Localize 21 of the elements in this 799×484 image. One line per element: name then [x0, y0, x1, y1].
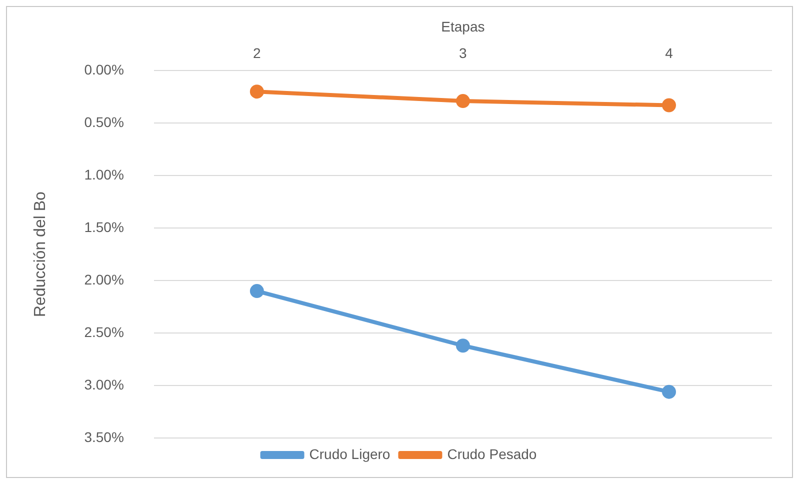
y-tick-label: 3.50% — [84, 428, 124, 445]
point — [456, 94, 470, 108]
y-tick-label: 1.00% — [84, 166, 124, 182]
point — [250, 284, 264, 298]
y-tick-label: 1.50% — [84, 218, 124, 235]
x-tick-label: 3 — [459, 45, 468, 62]
y-tick-label: 0.00% — [84, 61, 124, 78]
x-tick-label: 2 — [253, 45, 262, 62]
x-axis-title: Etapas — [441, 18, 485, 34]
y-tick-label: 2.50% — [84, 324, 124, 340]
point — [456, 338, 470, 353]
point — [662, 98, 676, 112]
legend-label: Crudo Pesado — [447, 446, 537, 462]
y-tick-label: 0.50% — [84, 114, 124, 130]
y-axis-title: Reducción del Bo — [32, 191, 50, 318]
legend-label: Crudo Ligero — [309, 446, 390, 462]
y-tick-label: 3.00% — [84, 376, 124, 392]
point — [250, 84, 264, 99]
x-tick-label: 4 — [665, 45, 674, 62]
point — [662, 384, 676, 399]
y-tick-label: 2.00% — [84, 271, 124, 288]
